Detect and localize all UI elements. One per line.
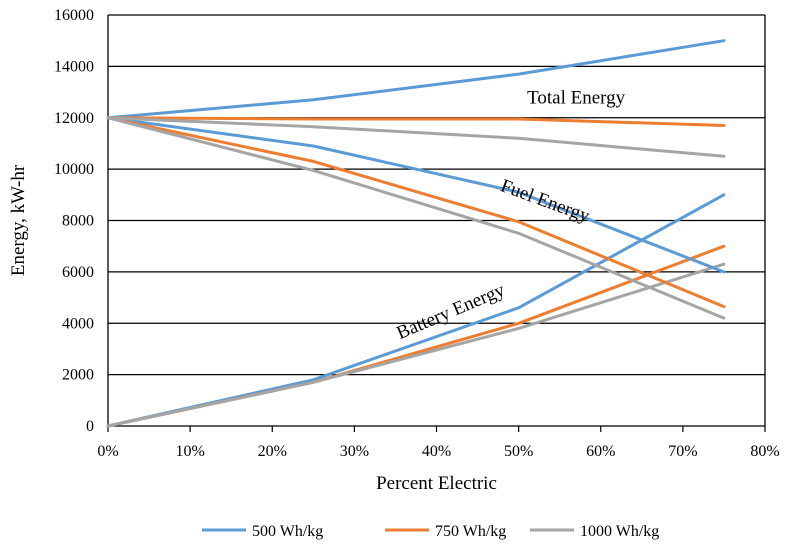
x-tick-label: 0%	[97, 443, 118, 460]
x-axis-title: Percent Electric	[376, 473, 497, 494]
x-tick-label: 50%	[504, 443, 533, 460]
gridlines	[108, 14, 765, 427]
series-lines	[106, 39, 726, 428]
y-tick-label: 14000	[54, 58, 94, 75]
y-axis-title: Energy, kW-hr	[8, 164, 29, 276]
legend-label: 1000 Wh/kg	[580, 523, 659, 540]
y-tick-label: 0	[86, 418, 94, 435]
x-tick-label: 40%	[422, 443, 451, 460]
y-tick-label: 12000	[54, 110, 94, 127]
x-tick-label: 20%	[258, 443, 287, 460]
legend: 500 Wh/kg 750 Wh/kg 1000 Wh/kg	[202, 523, 659, 540]
y-tick-label: 16000	[54, 7, 94, 24]
x-tick-label: 30%	[340, 443, 369, 460]
series-line-fuel-energy-1000whkg	[106, 116, 726, 320]
series-line-battery-energy-1000whkg	[106, 262, 726, 428]
y-tick-label: 8000	[62, 213, 94, 230]
series-line-fuel-energy-500whkg	[106, 116, 726, 274]
series-line-total-energy-750whkg	[106, 116, 726, 127]
y-tick-label: 4000	[62, 315, 94, 332]
y-tick-label: 2000	[62, 367, 94, 384]
axes: 0 2000 4000 6000 8000 10000 12000 14000 16000 0% 1…	[54, 7, 780, 460]
x-tick-label: 10%	[175, 443, 204, 460]
x-tick-label: 70%	[668, 443, 697, 460]
series-line-total-energy-500whkg	[106, 39, 726, 120]
y-tick-label: 6000	[62, 264, 94, 281]
series-line-total-energy-1000whkg	[106, 116, 726, 158]
y-tick-label: 10000	[54, 161, 94, 178]
series-line-fuel-energy-750whkg	[106, 116, 726, 309]
x-tick-label: 60%	[586, 443, 615, 460]
x-tick-label: 80%	[750, 443, 779, 460]
legend-label: 750 Wh/kg	[435, 523, 506, 540]
annotation-total-energy: Total Energy	[527, 88, 626, 109]
series-line-battery-energy-500whkg	[106, 193, 726, 428]
legend-label: 500 Wh/kg	[252, 523, 323, 540]
